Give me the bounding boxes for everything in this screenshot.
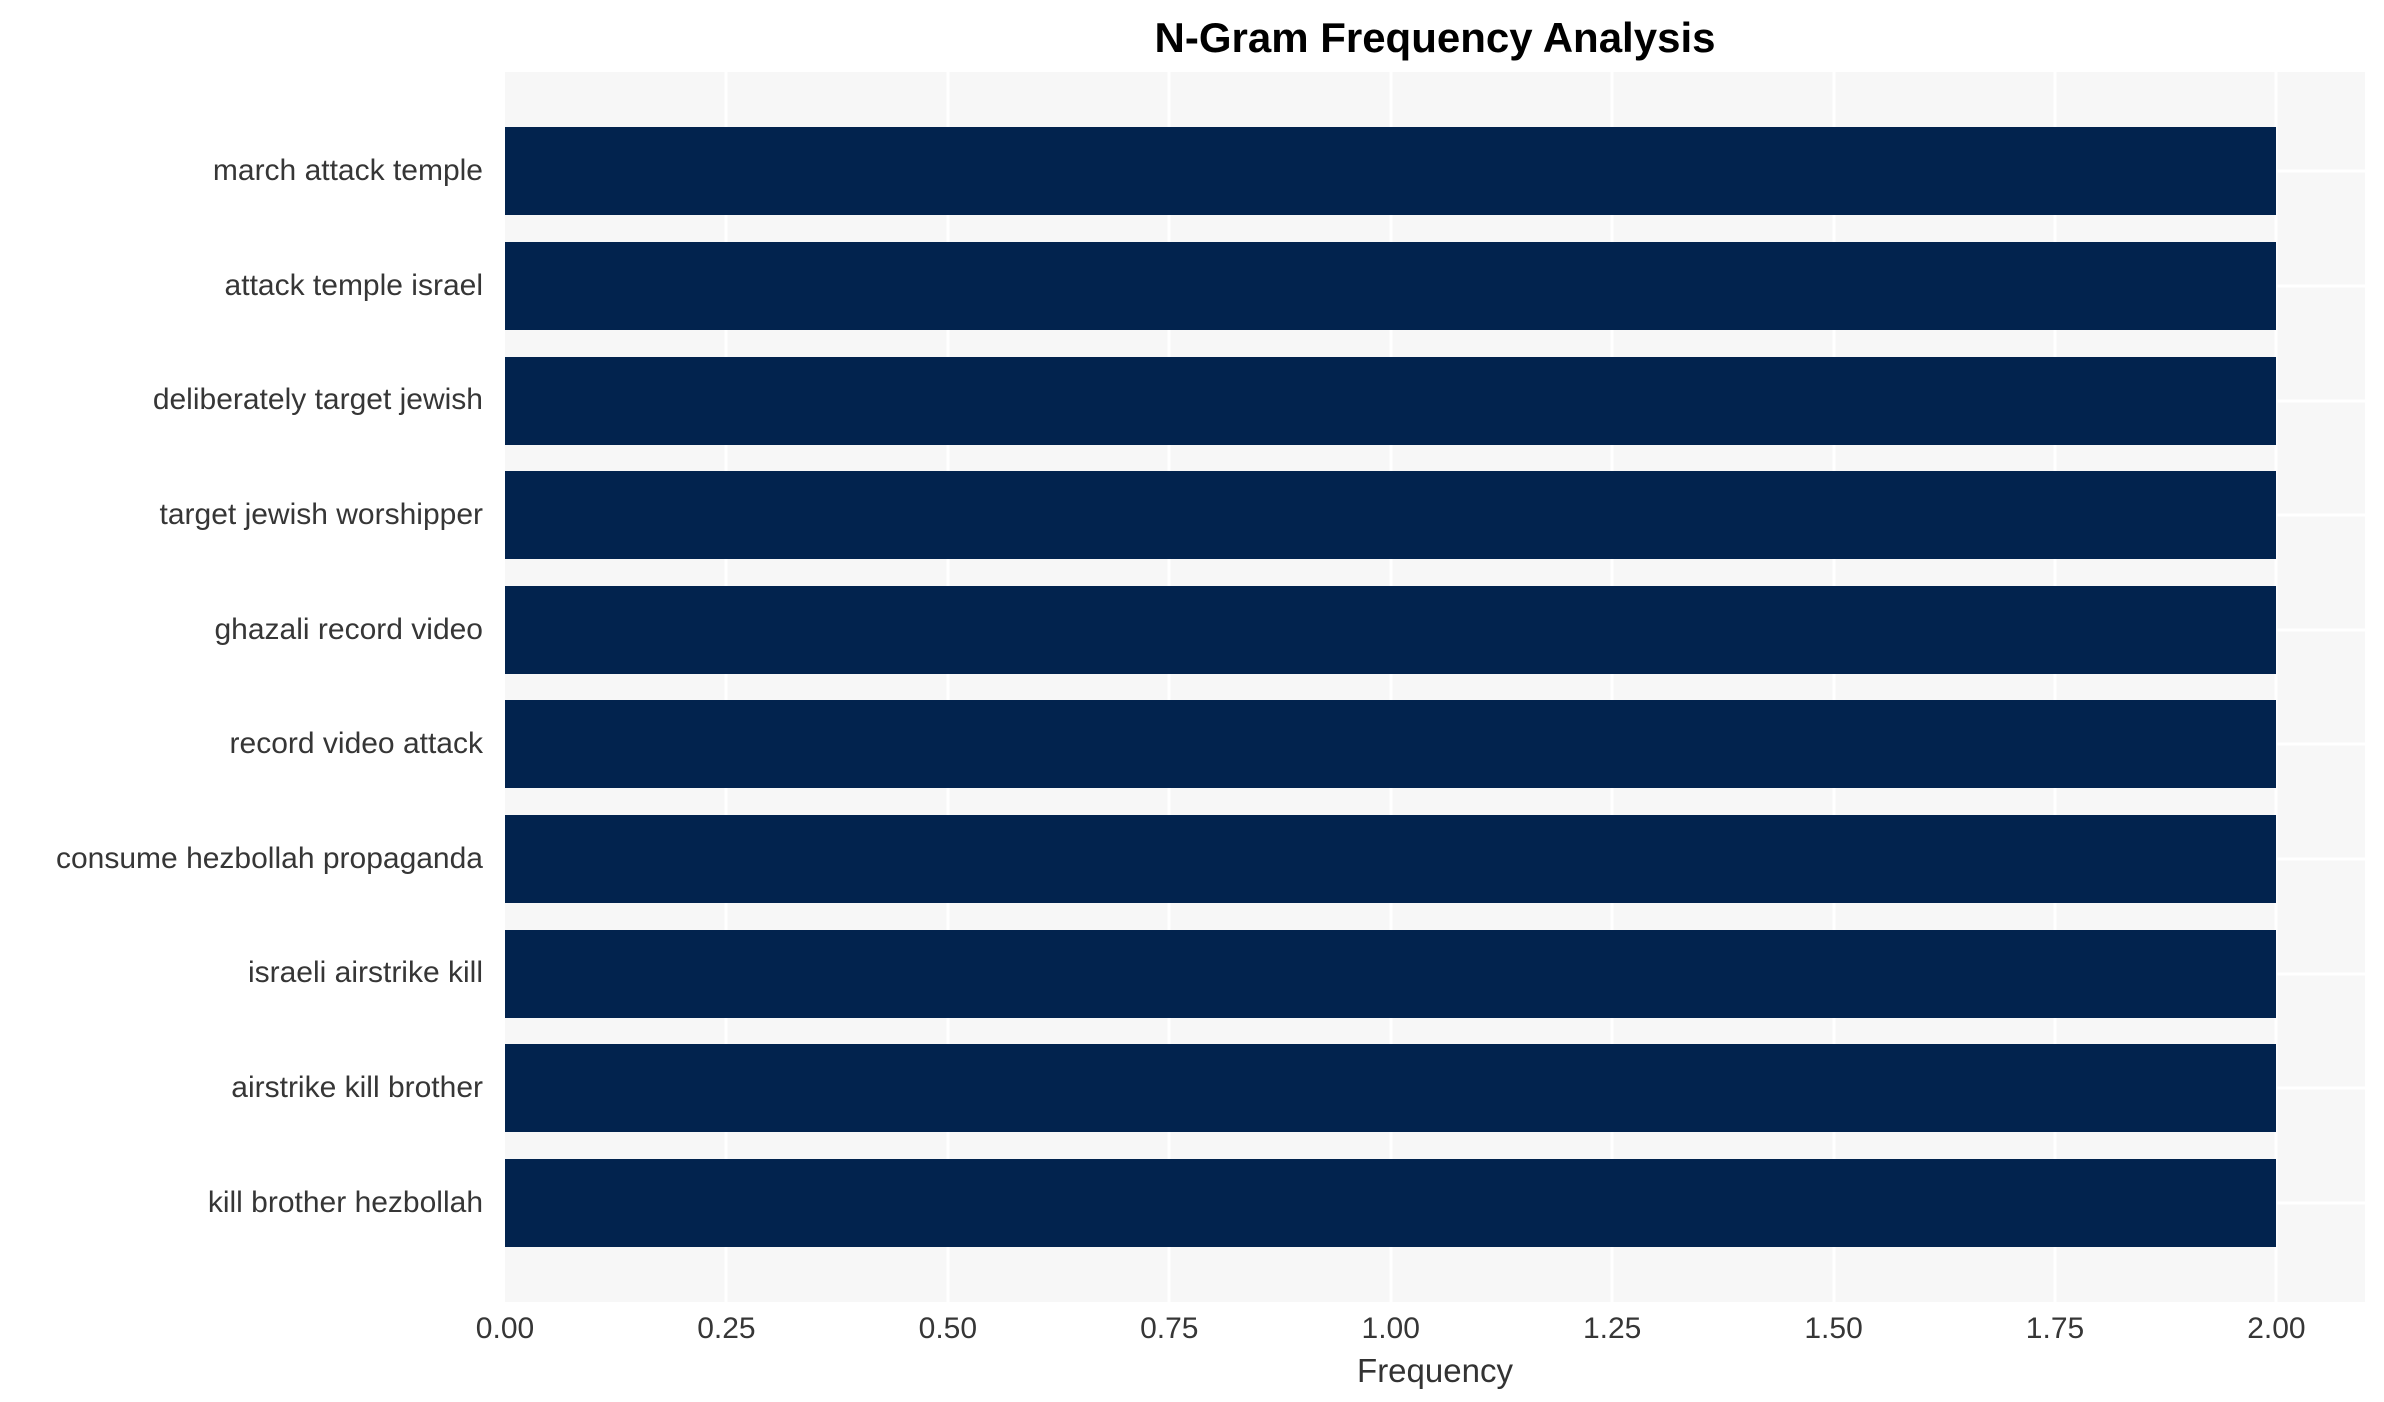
x-axis-label: Frequency (1357, 1352, 1513, 1389)
gridline-vertical (1167, 72, 1171, 1302)
x-tick-label: 1.75 (2025, 1312, 2085, 1345)
y-tick-label: airstrike kill brother (231, 1071, 483, 1105)
y-tick-label: march attack temple (212, 154, 483, 188)
chart-title: N-Gram Frequency Analysis (1154, 14, 1716, 61)
x-tick-label: 1.50 (1804, 1312, 1863, 1345)
y-tick-label: israeli airstrike kill (247, 956, 483, 990)
bar (505, 929, 2277, 1018)
bar (505, 241, 2277, 330)
bar (505, 356, 2277, 445)
y-axis-labels: march attack temple attack temple israel d… (0, 72, 494, 1302)
y-tick-label: record video attack (229, 727, 483, 761)
y-tick-label: consume hezbollah propaganda (56, 841, 483, 875)
x-tick-label: 0.00 (475, 1312, 535, 1345)
gridline-vertical (946, 72, 950, 1302)
gridline-vertical (1610, 72, 1614, 1302)
y-tick-label: kill brother hezbollah (207, 1185, 483, 1219)
bar (505, 1044, 2277, 1133)
gridline-vertical (1832, 72, 1836, 1302)
y-tick-label: attack temple israel (224, 268, 483, 302)
bar (505, 471, 2277, 560)
x-tick-label: 1.00 (1361, 1312, 1420, 1345)
bar (505, 585, 2277, 674)
y-tick-label: deliberately target jewish (152, 383, 483, 417)
bar (505, 1158, 2277, 1247)
gridline-vertical (2053, 72, 2057, 1302)
x-tick-label: 0.50 (918, 1312, 978, 1345)
y-tick-label: ghazali record video (214, 612, 484, 646)
bar (505, 700, 2277, 789)
gridline-vertical (1389, 72, 1393, 1302)
plot-area (505, 72, 2365, 1302)
x-tick-label: 0.75 (1140, 1312, 1199, 1345)
gridline-vertical (2274, 72, 2278, 1302)
y-tick-label: target jewish worshipper (159, 498, 483, 532)
x-tick-label: 2.00 (2247, 1312, 2306, 1345)
bar (505, 127, 2277, 216)
bar (505, 814, 2277, 903)
gridline-vertical (724, 72, 728, 1302)
x-tick-label: 1.25 (1582, 1312, 1642, 1345)
x-tick-label: 0.25 (697, 1312, 756, 1345)
